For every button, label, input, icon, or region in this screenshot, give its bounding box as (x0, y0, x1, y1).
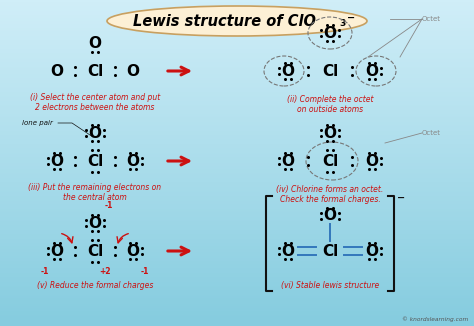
Text: +2: +2 (99, 266, 111, 275)
Text: (vi) Stable lewis structure: (vi) Stable lewis structure (281, 281, 379, 290)
Ellipse shape (107, 6, 367, 36)
Text: O: O (365, 244, 379, 259)
Text: Octet: Octet (422, 16, 441, 22)
Text: O: O (51, 154, 64, 169)
Text: Lewis structure of ClO: Lewis structure of ClO (133, 13, 315, 28)
Text: Cl: Cl (87, 154, 103, 169)
Text: O: O (282, 154, 294, 169)
Text: © knordslearning.com: © knordslearning.com (402, 316, 468, 322)
Text: (iv) Chlorine forms an octet.
Check the formal charges.: (iv) Chlorine forms an octet. Check the … (276, 185, 383, 204)
Text: (ii) Complete the octet
on outside atoms: (ii) Complete the octet on outside atoms (287, 95, 373, 114)
Text: -1: -1 (105, 200, 113, 210)
Text: Cl: Cl (87, 64, 103, 79)
Text: −: − (347, 13, 355, 23)
Text: (v) Reduce the formal charges: (v) Reduce the formal charges (37, 281, 153, 290)
Text: O: O (323, 209, 337, 224)
Text: O: O (127, 244, 139, 259)
Text: O: O (127, 64, 139, 79)
Text: O: O (127, 154, 139, 169)
Text: O: O (365, 64, 379, 79)
Text: -1: -1 (41, 266, 49, 275)
Text: Cl: Cl (322, 64, 338, 79)
Text: 3: 3 (339, 20, 345, 28)
Text: O: O (51, 64, 64, 79)
Text: −: − (397, 193, 405, 203)
Text: O: O (51, 244, 64, 259)
Text: O: O (89, 36, 101, 51)
Text: Cl: Cl (87, 244, 103, 259)
Text: Octet: Octet (422, 130, 441, 136)
Text: O: O (323, 126, 337, 141)
Text: O: O (282, 244, 294, 259)
Text: lone pair: lone pair (22, 120, 53, 126)
Text: Cl: Cl (322, 154, 338, 169)
Text: O: O (89, 126, 101, 141)
Text: (i) Select the center atom and put
2 electrons between the atoms: (i) Select the center atom and put 2 ele… (30, 93, 160, 112)
Text: O: O (323, 25, 337, 40)
Text: O: O (89, 215, 101, 230)
Text: O: O (282, 64, 294, 79)
Text: O: O (365, 154, 379, 169)
Text: (iii) Put the remaining electrons on
the central atom: (iii) Put the remaining electrons on the… (28, 183, 162, 202)
Text: -1: -1 (141, 266, 149, 275)
Text: Cl: Cl (322, 244, 338, 259)
